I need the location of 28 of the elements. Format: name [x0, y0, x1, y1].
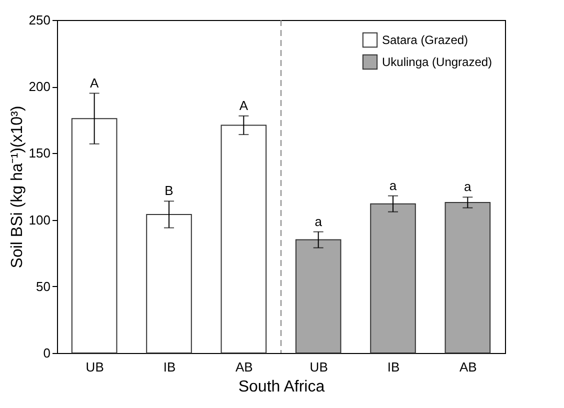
annotation: a	[314, 214, 323, 229]
bar	[146, 214, 192, 354]
y-tick-label: 250	[28, 12, 50, 28]
y-axis-title: Soil BSi (kg ha⁻¹)(x10³)	[8, 106, 26, 268]
bar	[444, 202, 491, 354]
y-tick-label: 0	[43, 346, 50, 360]
bar	[71, 118, 118, 354]
legend-label: Ukulinga (Ungrazed)	[382, 55, 492, 69]
annotation: a	[389, 178, 398, 193]
bar	[295, 239, 342, 354]
y-tick-label: 100	[28, 212, 50, 228]
x-tick-label: UB	[310, 360, 328, 374]
x-tick-label: IB	[163, 360, 176, 374]
annotation: A	[239, 98, 248, 113]
x-tick-label: AB	[459, 360, 477, 374]
annotation: B	[164, 183, 174, 198]
x-axis-title: South Africa	[238, 378, 325, 396]
bar	[220, 124, 267, 354]
x-tick-label: IB	[387, 360, 400, 374]
bar	[370, 203, 416, 354]
x-tick-label: UB	[86, 360, 104, 374]
y-tick-label: 200	[28, 79, 50, 94]
annotation: a	[464, 179, 472, 194]
legend-label: Satara (Grazed)	[382, 33, 468, 47]
annotation: A	[90, 75, 99, 90]
y-tick-label: 50	[36, 278, 50, 294]
y-tick-label: 150	[28, 146, 50, 161]
x-tick-label: AB	[235, 360, 253, 374]
